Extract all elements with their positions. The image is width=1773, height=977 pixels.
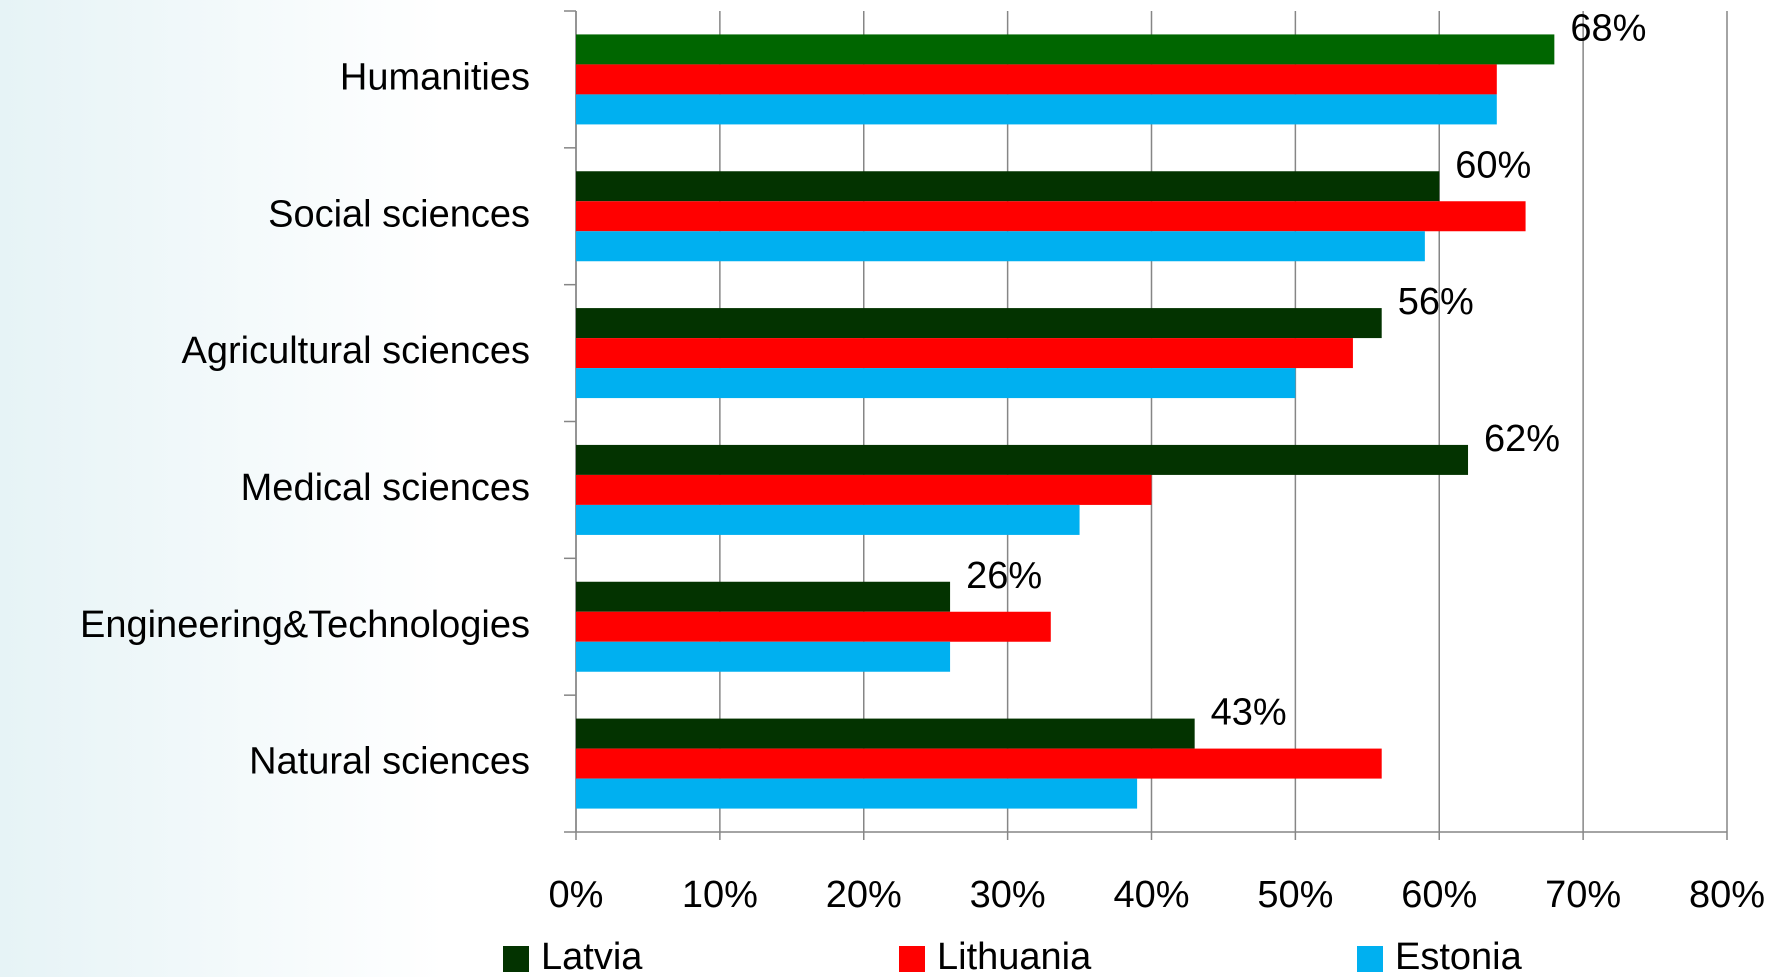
data-label: 43% (1211, 692, 1287, 734)
x-tick-label: 60% (1401, 874, 1477, 916)
x-tick-label: 10% (682, 874, 758, 916)
bar (576, 338, 1353, 369)
data-label: 56% (1398, 281, 1474, 323)
legend-swatch (1357, 946, 1383, 972)
legend-swatch (899, 946, 925, 972)
x-tick-label: 40% (1113, 874, 1189, 916)
bar (576, 64, 1497, 95)
x-tick-label: 30% (970, 874, 1046, 916)
bar (576, 94, 1497, 125)
y-tick-label: Medical sciences (241, 467, 530, 509)
legend-label: Estonia (1395, 936, 1523, 977)
x-tick-label: 20% (826, 874, 902, 916)
legend-label: Latvia (541, 936, 643, 977)
y-tick-label: Natural sciences (249, 741, 530, 783)
bar (576, 778, 1138, 809)
bar (576, 368, 1296, 399)
bar (576, 34, 1555, 65)
legend-swatch (503, 946, 529, 972)
bar (576, 641, 951, 672)
data-label: 60% (1455, 144, 1531, 186)
bar (576, 504, 1080, 535)
legend-label: Lithuania (937, 936, 1092, 977)
bar (576, 201, 1526, 232)
y-tick-label: Engineering&Technologies (80, 604, 530, 646)
data-label: 26% (966, 555, 1042, 597)
bar (576, 581, 951, 612)
x-tick-label: 70% (1545, 874, 1621, 916)
bar (576, 611, 1051, 642)
y-tick-label: Humanities (340, 56, 530, 98)
bar (576, 718, 1195, 749)
y-tick-label: Agricultural sciences (182, 330, 530, 372)
x-tick-label: 80% (1689, 874, 1765, 916)
bar (576, 171, 1440, 202)
bar (576, 308, 1382, 339)
bar (576, 231, 1425, 262)
y-tick-label: Social sciences (268, 193, 530, 235)
x-tick-label: 50% (1257, 874, 1333, 916)
bar (576, 444, 1469, 475)
bar (576, 474, 1152, 505)
x-tick-label: 0% (549, 874, 604, 916)
data-label: 62% (1484, 418, 1560, 460)
bar (576, 748, 1382, 779)
data-label: 68% (1570, 7, 1646, 49)
